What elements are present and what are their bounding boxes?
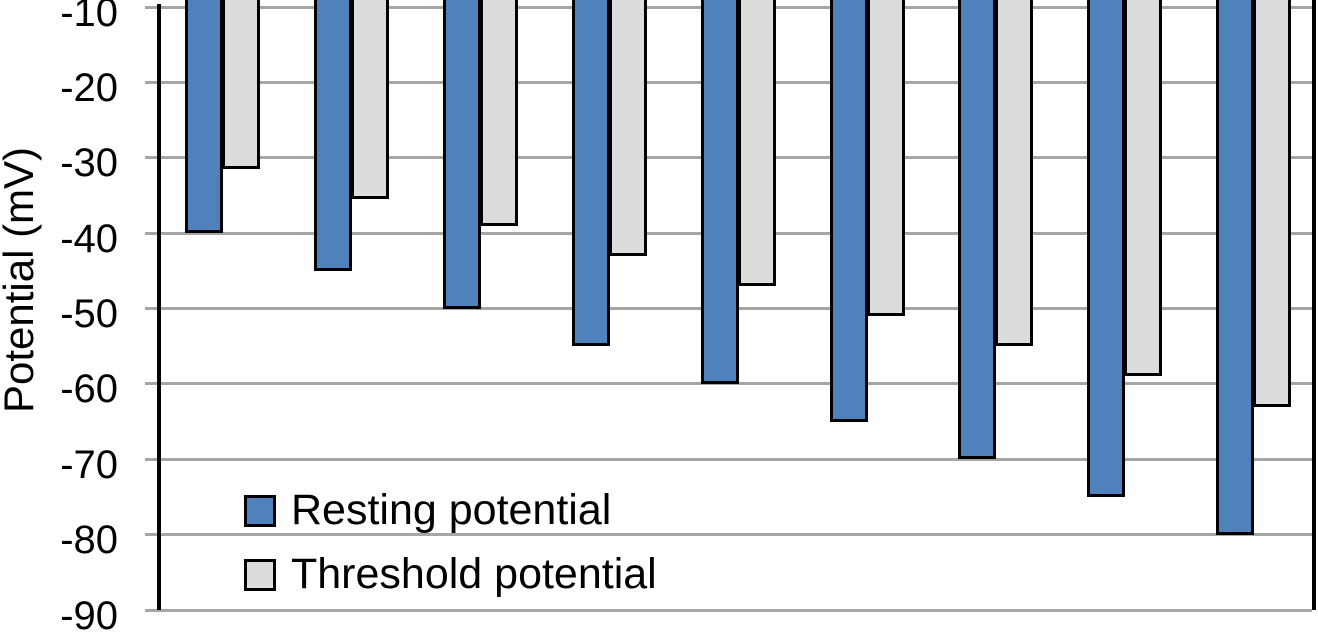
y-tick-label: -80 — [60, 518, 118, 563]
plot-right-border — [1312, 0, 1316, 610]
resting-potential-bar — [442, 0, 481, 309]
resting-potential-bar — [571, 0, 610, 347]
y-axis-tick-mark — [145, 5, 158, 9]
threshold-potential-bar — [350, 0, 389, 200]
y-axis-tick-mark — [145, 533, 158, 537]
legend-swatch-icon — [244, 558, 276, 591]
threshold-potential-bar — [608, 0, 647, 256]
y-tick-label: -40 — [60, 216, 118, 261]
y-axis-tick-mark — [145, 382, 158, 386]
threshold-potential-bar — [1124, 0, 1163, 377]
resting-potential-bar — [1087, 0, 1126, 497]
y-tick-label: -90 — [60, 593, 118, 632]
y-tick-label: -50 — [60, 292, 118, 336]
gridline — [158, 533, 1312, 537]
plot-area — [158, 0, 1312, 612]
gridline — [158, 457, 1312, 461]
y-tick-label: -70 — [60, 442, 118, 487]
threshold-potential-bar — [866, 0, 905, 316]
y-axis-tick-mark — [145, 307, 158, 310]
y-axis-tick-mark — [145, 231, 158, 235]
legend-item: Resting potential — [244, 489, 611, 532]
threshold-potential-bar — [222, 0, 260, 170]
y-axis-tick-mark — [145, 457, 158, 461]
threshold-potential-bar — [479, 0, 518, 226]
resting-potential-bar — [700, 0, 739, 384]
y-axis-line — [157, 4, 161, 610]
y-axis-tick-labels: -10 -20 -30 -40 -50 -60 -70 -80 -90 — [0, 0, 118, 632]
threshold-potential-bar — [737, 0, 776, 286]
y-axis-tick-mark — [145, 80, 158, 84]
y-tick-label: -30 — [60, 141, 118, 186]
y-axis-tick-mark — [145, 608, 158, 612]
y-axis-tick-mark — [145, 156, 158, 160]
resting-potential-bar — [958, 0, 997, 460]
legend-label: Threshold potential — [291, 550, 657, 598]
y-tick-label: -10 — [60, 0, 118, 35]
resting-potential-bar — [313, 0, 352, 271]
gridline — [158, 608, 1312, 612]
resting-potential-bar — [185, 0, 223, 234]
threshold-potential-bar — [1253, 0, 1292, 407]
resting-potential-bar — [1216, 0, 1255, 535]
legend-item: Threshold potential — [244, 553, 657, 596]
threshold-potential-bar — [995, 0, 1034, 347]
resting-potential-bar — [829, 0, 868, 422]
y-tick-label: -20 — [60, 65, 118, 110]
legend-swatch-icon — [244, 494, 276, 527]
y-tick-label: -60 — [60, 367, 118, 412]
legend-label: Resting potential — [291, 486, 612, 534]
